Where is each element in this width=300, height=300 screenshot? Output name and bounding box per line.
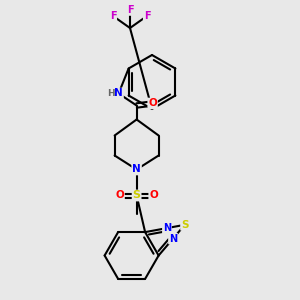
Text: O: O	[115, 190, 124, 200]
Text: N: N	[114, 88, 123, 98]
Text: O: O	[149, 190, 158, 200]
Text: F: F	[110, 11, 116, 21]
Text: H: H	[107, 89, 114, 98]
Text: N: N	[132, 164, 141, 175]
Text: F: F	[127, 5, 133, 15]
Text: O: O	[148, 98, 157, 109]
Text: S: S	[133, 190, 141, 200]
Text: F: F	[144, 11, 150, 21]
Text: S: S	[181, 220, 188, 230]
Text: N: N	[163, 223, 171, 233]
Text: N: N	[169, 234, 177, 244]
